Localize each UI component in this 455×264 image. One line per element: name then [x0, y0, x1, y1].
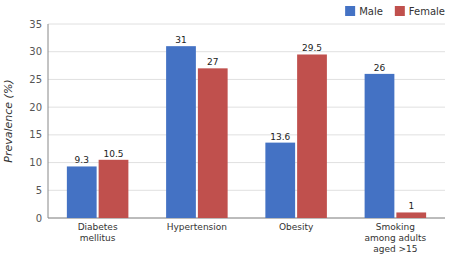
x-tick-label-line: Obesity — [279, 222, 314, 232]
legend-label: Male — [359, 6, 383, 17]
legend-label: Female — [409, 6, 445, 17]
data-label: 9.3 — [75, 155, 89, 165]
x-tick-label: Diabetesmellitus — [78, 222, 118, 243]
grid — [48, 24, 445, 218]
y-axis-label: Prevalence (%) — [2, 79, 15, 162]
data-label: 29.5 — [302, 43, 322, 53]
y-axis-line — [48, 24, 49, 218]
y-tick-label: 30 — [29, 46, 42, 57]
bar — [198, 68, 228, 218]
y-tick-label: 5 — [36, 185, 42, 196]
x-tick-label-line: aged >15 — [373, 244, 417, 254]
data-label: 26 — [374, 63, 386, 73]
x-tick-label-line: mellitus — [80, 233, 116, 243]
bar — [297, 54, 327, 218]
x-tick-label: Hypertension — [167, 222, 227, 232]
y-tick-label: 25 — [29, 74, 42, 85]
data-labels: 9.3 31 13.6 26 10.5 27 29.5 1 — [75, 35, 415, 211]
x-tick-label: Smokingamong adultsaged >15 — [365, 222, 427, 254]
bar — [67, 166, 97, 218]
x-tick-label-line: Hypertension — [167, 222, 227, 232]
data-label: 1 — [408, 201, 414, 211]
data-label: 13.6 — [270, 132, 290, 142]
grid-line — [48, 24, 445, 25]
x-tick-label: Obesity — [279, 222, 314, 232]
x-tick-label-line: among adults — [365, 233, 427, 243]
x-tick-label-line: Diabetes — [78, 222, 118, 232]
legend-swatch — [395, 6, 405, 16]
bars — [67, 46, 426, 218]
y-tick-label: 35 — [29, 19, 42, 30]
chart: 0 5 10 15 20 25 30 35 Prevalence (%) 9.3 31 13.6 26 1… — [0, 0, 455, 264]
grid-line — [48, 51, 445, 52]
y-tick-label: 20 — [29, 102, 42, 113]
y-tick-label: 15 — [29, 129, 42, 140]
bar — [265, 143, 295, 218]
bar — [99, 160, 129, 218]
data-label: 10.5 — [103, 149, 123, 159]
bar — [365, 74, 395, 218]
bar — [396, 212, 426, 218]
data-label: 27 — [207, 57, 218, 67]
y-tick-label: 0 — [36, 213, 42, 224]
x-tick-label-line: Smoking — [376, 222, 415, 232]
bar — [166, 46, 196, 218]
legend: Female Male — [345, 6, 445, 17]
legend-swatch — [345, 6, 355, 16]
y-tick-label: 10 — [29, 157, 42, 168]
data-label: 31 — [175, 35, 186, 45]
